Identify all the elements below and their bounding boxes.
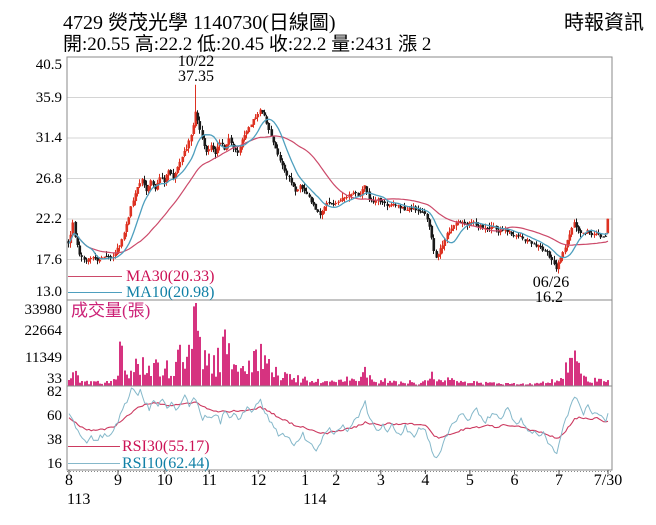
rsi10-legend-label: RSI10(62.44) xyxy=(122,455,210,472)
volume-axis-tick: 33 xyxy=(47,371,62,387)
time-axis-tick: 2 xyxy=(332,472,341,489)
time-axis-tick: 8 xyxy=(65,472,73,489)
time-axis-tick: 11 xyxy=(201,472,218,489)
ma30-legend-line xyxy=(68,276,122,277)
high-annotation-date: 10/22 xyxy=(177,53,215,70)
data-source-label: 時報資訊 xyxy=(564,12,644,34)
time-axis-tick: 7 xyxy=(555,472,563,489)
time-axis-tick: 3 xyxy=(376,472,385,489)
time-axis-tick: 4 xyxy=(421,472,430,489)
price-axis-tick: 26.8 xyxy=(35,170,62,187)
year-axis-tick: 113 xyxy=(67,491,91,508)
volume-axis-tick: 33980 xyxy=(24,302,63,318)
ohlc-summary: 開:20.55 高:22.2 低:20.45 收:22.2 量:2431 漲 2 xyxy=(63,34,432,55)
rsi-axis-tick: 60 xyxy=(47,408,62,424)
price-axis-tick: 17.6 xyxy=(35,251,62,268)
rsi30-legend-label: RSI30(55.17) xyxy=(122,438,210,455)
volume-axis-tick: 22664 xyxy=(24,323,63,339)
volume-axis-tick: 11349 xyxy=(25,350,62,366)
time-axis-tick: 10 xyxy=(156,472,173,489)
price-axis-tick: 40.5 xyxy=(35,57,62,73)
rsi-axis-tick: 82 xyxy=(47,384,62,400)
rsi-axis-tick: 38 xyxy=(47,432,62,448)
ma30-legend-label: MA30(20.33) xyxy=(126,268,215,285)
low-annotation-price: 16.2 xyxy=(535,289,563,306)
rsi30-legend-line xyxy=(68,446,120,447)
volume-pane-label: 成交量(張) xyxy=(71,301,151,320)
time-axis-tick: 6 xyxy=(510,472,519,489)
time-axis-tick: 1 xyxy=(301,472,310,489)
price-axis-tick: 35.9 xyxy=(35,89,62,106)
price-axis-tick: 13.0 xyxy=(35,284,62,300)
time-axis-tick: 9 xyxy=(114,472,122,489)
rsi-axis-tick: 16 xyxy=(47,456,62,472)
year-axis-tick: 114 xyxy=(303,491,327,508)
time-axis-tick: 5 xyxy=(465,472,474,489)
price-axis-tick: 31.4 xyxy=(35,130,62,146)
low-annotation-date: 06/26 xyxy=(532,274,570,291)
page-title: 4729 熒茂光學 1140730(日線圖) xyxy=(63,12,336,34)
price-axis-tick: 22.2 xyxy=(35,211,62,227)
time-axis-tick: 12 xyxy=(250,472,267,489)
ma10-legend-line xyxy=(68,292,122,293)
high-annotation-price: 37.35 xyxy=(178,68,214,85)
rsi10-legend-line xyxy=(68,463,120,464)
ma10-legend-label: MA10(20.98) xyxy=(126,284,215,301)
time-axis-tick: 7/30 xyxy=(593,472,623,489)
